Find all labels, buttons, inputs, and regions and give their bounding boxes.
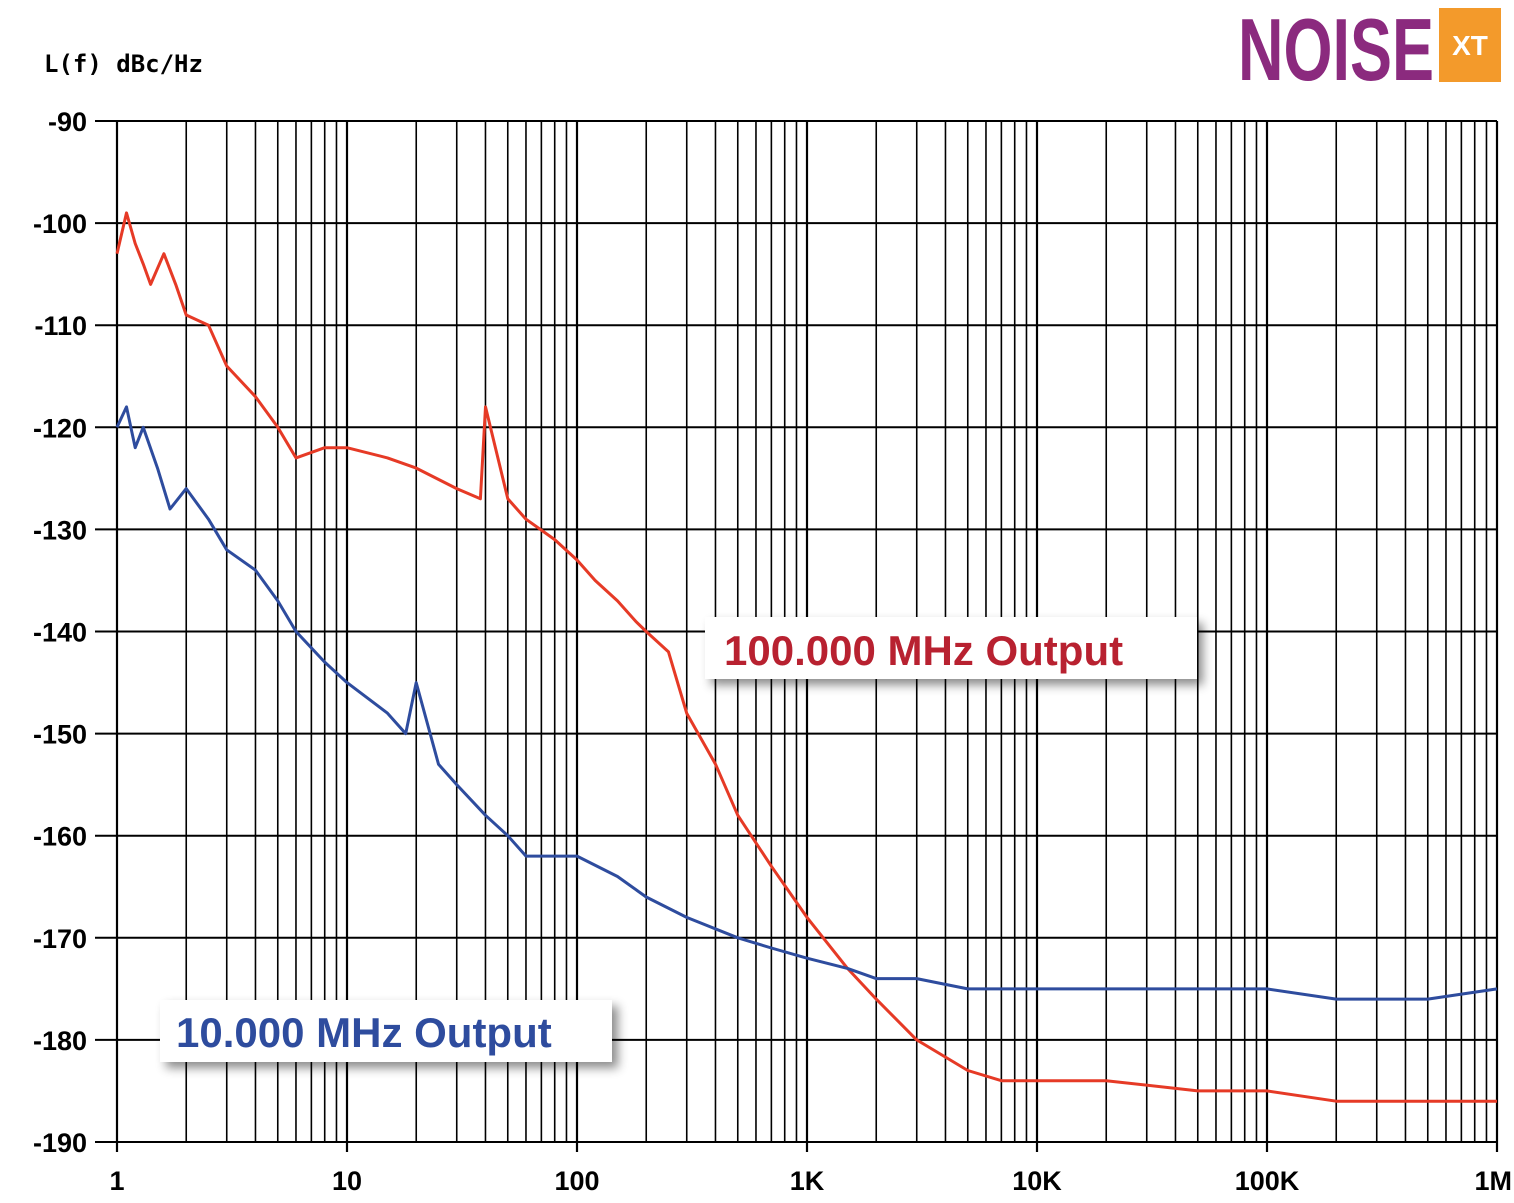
tick-labels: -90 -100 -110 -120 -130 -140 -150 -160 -170 -180 -… (33, 107, 1512, 1196)
x-tick-label: 10 (332, 1166, 362, 1196)
series-100mhz-line (115, 211, 1497, 1103)
x-tick-label: 1M (1474, 1166, 1512, 1196)
x-tick-label: 10K (1012, 1166, 1062, 1196)
y-axis-title: L(f) dBc/Hz (44, 50, 203, 78)
callout-10mhz: 10.000 MHz Output (160, 1000, 612, 1062)
y-tick-label: -160 (33, 822, 87, 852)
y-tick-label: -110 (34, 311, 87, 341)
series-10mhz-line (115, 405, 1498, 1001)
y-tick-label: -180 (33, 1026, 87, 1056)
logo-badge-bg (1439, 8, 1501, 82)
y-tick-label: -140 (33, 618, 87, 648)
logo-badge: XT (1452, 30, 1488, 61)
callout-100mhz-text: 100.000 MHz Output (724, 627, 1123, 674)
y-tick-label: -100 (33, 209, 87, 239)
grid (95, 120, 1499, 1152)
noisext-logo: NOISE XT (1238, 0, 1501, 99)
x-tick-label: 1 (109, 1166, 124, 1196)
y-tick-label: -170 (33, 924, 87, 954)
logo-word: NOISE (1238, 0, 1434, 99)
y-tick-label: -90 (48, 107, 87, 137)
y-tick-label: -190 (33, 1128, 87, 1158)
y-tick-label: -130 (33, 515, 87, 545)
y-tick-label: -120 (33, 413, 87, 443)
callout-100mhz-box (705, 617, 1197, 679)
x-tick-label: 100 (554, 1166, 599, 1196)
callout-10mhz-text: 10.000 MHz Output (176, 1009, 552, 1056)
callout-10mhz-box (160, 1000, 612, 1062)
x-tick-label: 100K (1235, 1166, 1300, 1196)
y-tick-label: -150 (33, 720, 87, 750)
series-lines (115, 211, 1498, 1103)
callout-100mhz: 100.000 MHz Output (705, 617, 1197, 679)
x-tick-label: 1K (790, 1166, 825, 1196)
